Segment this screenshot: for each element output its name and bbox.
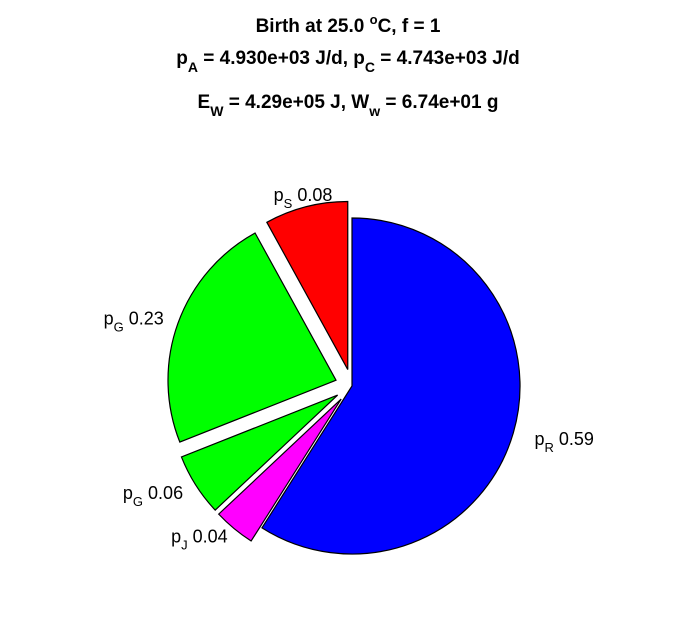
title-line-2-symbol-0: p	[176, 48, 188, 69]
title-line-2-symbol-1: p	[353, 48, 365, 69]
pie-slice-label-subscript-3: G	[114, 319, 124, 334]
pie-slice-label-value-0: 0.59	[554, 429, 594, 449]
pie-slice-3	[167, 232, 337, 443]
title-line-3-subscript-0: W	[210, 103, 224, 119]
pie-slice-4	[266, 200, 349, 370]
title-line-3-subscript-1: w	[368, 103, 380, 119]
pie-slice-label-value-3: 0.23	[124, 308, 164, 328]
title-line-2-text-1: = 4.743e+03 J/d	[375, 48, 520, 69]
pie-slice-label-4: pS 0.08	[274, 185, 333, 211]
pie-slice-0	[261, 217, 521, 555]
pie-slice-label-value-2: 0.06	[143, 483, 183, 503]
pie-slice-label-1: pJ 0.04	[171, 526, 228, 552]
pie-slice-label-value-1: 0.04	[188, 526, 228, 546]
title-line-2-subscript-1: C	[365, 59, 375, 75]
pie-slice-label-value-4: 0.08	[292, 185, 332, 205]
pie-slice-label-3: pG 0.23	[104, 308, 164, 334]
title-line-1: Birth at 25.0 oC, f = 1	[256, 12, 441, 37]
pie-slice-label-symbol-2: p	[123, 483, 133, 503]
pie-slice-label-subscript-2: G	[133, 494, 143, 509]
pie-slice-label-symbol-0: p	[535, 429, 545, 449]
title-line-3-text-0: = 4.29e+05 J,	[223, 92, 351, 113]
pie-slice-label-2: pG 0.06	[123, 483, 183, 509]
title-line-2: pA = 4.930e+03 J/d, pC = 4.743e+03 J/d	[176, 48, 520, 75]
pie-slice-label-subscript-0: R	[545, 440, 554, 455]
title-line-1-sup: o	[370, 12, 378, 27]
title-line-3-text-1: = 6.74e+01 g	[380, 92, 498, 113]
pie-slice-label-symbol-1: p	[171, 526, 181, 546]
title-line-3-symbol-1: W	[351, 92, 369, 113]
pie-slice-label-0: pR 0.59	[535, 429, 594, 455]
title-line-1-rest: C, f = 1	[378, 16, 441, 37]
pie-slice-label-subscript-4: S	[284, 196, 293, 211]
title-line-2-text-0: = 4.930e+03 J/d,	[198, 48, 353, 69]
pie-slices	[167, 200, 521, 555]
title-line-3-symbol-0: E	[198, 92, 211, 113]
title-line-2-subscript-0: A	[188, 59, 198, 75]
pie-slice-1	[217, 398, 342, 542]
title-line-3: EW = 4.29e+05 J, Ww = 6.74e+01 g	[198, 92, 499, 119]
pie-slice-2	[180, 394, 339, 511]
pie-slice-label-symbol-4: p	[274, 185, 284, 205]
pie-slice-label-subscript-1: J	[181, 537, 188, 552]
chart-title: Birth at 25.0 oC, f = 1 pA = 4.930e+03 J…	[176, 12, 520, 119]
pie-slice-label-symbol-3: p	[104, 308, 114, 328]
title-line-1-main: Birth at 25.0	[256, 16, 370, 37]
